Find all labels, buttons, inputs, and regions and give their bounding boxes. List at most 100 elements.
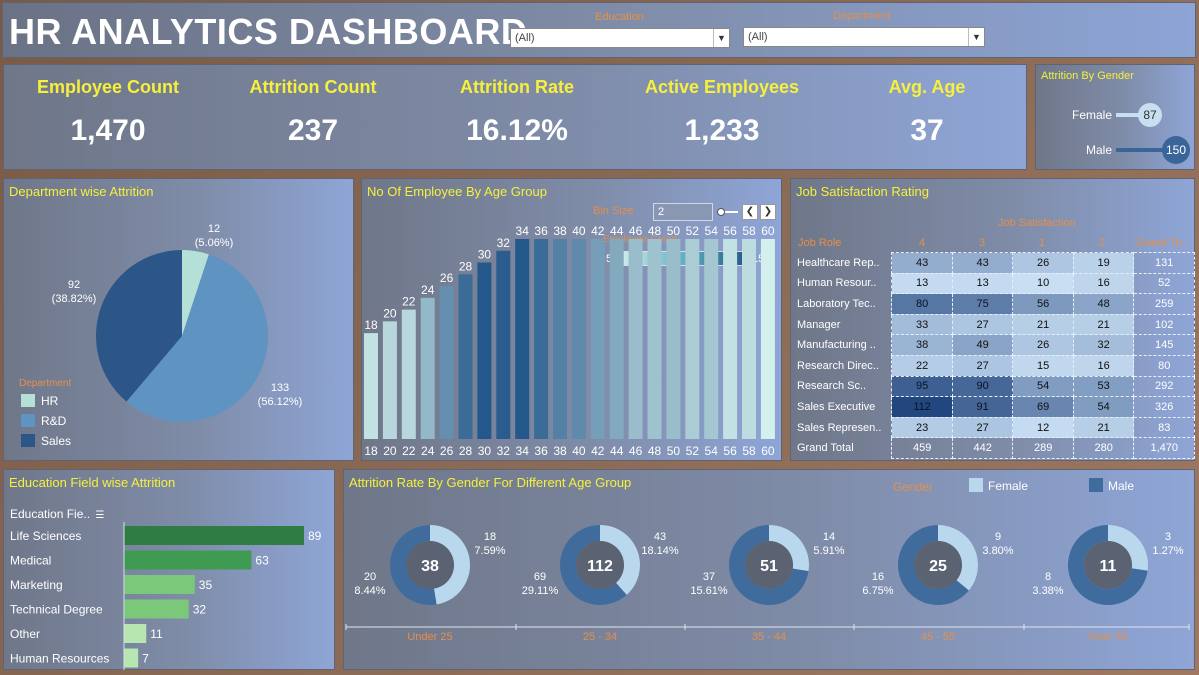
table-cell[interactable]: 33 bbox=[891, 313, 953, 336]
age-bar[interactable] bbox=[666, 239, 681, 439]
table-cell[interactable]: 38 bbox=[891, 334, 953, 356]
table-cell[interactable]: 32 bbox=[1072, 334, 1135, 356]
age-axis-tick: 38 bbox=[553, 444, 567, 458]
table-cell[interactable]: 21 bbox=[1012, 313, 1074, 336]
age-bar[interactable] bbox=[628, 239, 643, 439]
age-bar[interactable] bbox=[364, 333, 378, 439]
age-bar[interactable] bbox=[496, 250, 511, 439]
education-bar[interactable] bbox=[124, 575, 195, 594]
donut-segment-male[interactable] bbox=[729, 525, 809, 605]
education-bar[interactable] bbox=[124, 624, 147, 643]
table-cell[interactable]: 69 bbox=[1012, 396, 1074, 418]
table-cell[interactable]: 23 bbox=[891, 416, 953, 439]
age-bar[interactable] bbox=[685, 239, 700, 439]
table-cell[interactable]: 15 bbox=[1012, 354, 1074, 377]
table-cell[interactable]: 112 bbox=[891, 396, 953, 418]
kpi-label: Attrition Rate bbox=[460, 77, 574, 97]
table-cell[interactable]: 54 bbox=[1012, 375, 1074, 398]
donut-segment-male[interactable] bbox=[560, 525, 627, 605]
table-cell[interactable]: 43 bbox=[891, 252, 953, 274]
age-bar[interactable] bbox=[647, 239, 662, 439]
age-bar[interactable] bbox=[609, 239, 624, 439]
pie-slice-sales[interactable] bbox=[96, 249, 182, 402]
age-bar[interactable] bbox=[571, 239, 586, 439]
bin-size-input[interactable]: 2 bbox=[653, 203, 713, 221]
pie-label-hr-pct: (5.06%) bbox=[195, 237, 234, 249]
age-bar[interactable] bbox=[458, 274, 473, 439]
age-bar[interactable] bbox=[401, 309, 416, 439]
table-cell[interactable]: 16 bbox=[1072, 272, 1135, 295]
age-bar[interactable] bbox=[704, 239, 719, 439]
chevron-down-icon[interactable]: ▼ bbox=[713, 29, 729, 47]
age-bar[interactable] bbox=[420, 297, 435, 439]
chevron-left-icon[interactable]: ❮ bbox=[742, 204, 758, 220]
donut-segment-female[interactable] bbox=[769, 525, 809, 572]
donut-segment-female[interactable] bbox=[600, 525, 640, 595]
gender-attrition-chart: Female 87 Male 150 bbox=[1072, 103, 1190, 164]
table-cell[interactable]: 26 bbox=[1012, 252, 1074, 274]
age-bar[interactable] bbox=[723, 239, 738, 439]
age-bar[interactable] bbox=[515, 239, 530, 439]
age-bar[interactable] bbox=[382, 321, 397, 439]
age-bar[interactable] bbox=[760, 239, 775, 439]
table-cell[interactable]: 16 bbox=[1072, 354, 1135, 377]
sort-icon[interactable]: ☰ bbox=[95, 510, 105, 521]
table-cell[interactable]: 80 bbox=[891, 293, 953, 315]
table-cell[interactable]: 21 bbox=[1072, 313, 1135, 336]
table-cell[interactable]: 13 bbox=[891, 272, 953, 295]
table-cell[interactable]: 10 bbox=[1012, 272, 1074, 295]
table-cell[interactable]: 27 bbox=[951, 313, 1014, 336]
education-bar[interactable] bbox=[124, 550, 252, 570]
age-bar[interactable] bbox=[553, 239, 567, 439]
table-cell[interactable]: 90 bbox=[951, 375, 1014, 398]
table-cell[interactable]: 13 bbox=[951, 272, 1014, 295]
donut-segment-female[interactable] bbox=[430, 525, 470, 605]
table-cell[interactable]: 43 bbox=[951, 252, 1014, 274]
table-cell[interactable]: 95 bbox=[891, 375, 953, 398]
table-cell[interactable]: 53 bbox=[1072, 375, 1135, 398]
table-cell[interactable]: 27 bbox=[951, 416, 1014, 439]
age-axis-tick: 32 bbox=[497, 444, 511, 458]
chevron-down-icon[interactable]: ▼ bbox=[968, 28, 984, 46]
chevron-right-icon[interactable]: ❯ bbox=[760, 204, 776, 220]
table-cell[interactable]: 27 bbox=[951, 354, 1014, 377]
table-cell[interactable]: 54 bbox=[1072, 396, 1135, 418]
age-bar[interactable] bbox=[477, 262, 492, 439]
bin-size-slider[interactable] bbox=[718, 211, 738, 213]
table-cell[interactable]: 19 bbox=[1072, 252, 1135, 274]
education-bar[interactable] bbox=[124, 526, 304, 545]
age-bar[interactable] bbox=[439, 286, 454, 439]
table-cell[interactable]: 12 bbox=[1012, 416, 1074, 439]
table-cell[interactable]: 91 bbox=[951, 396, 1014, 418]
slider-handle[interactable] bbox=[717, 208, 725, 216]
pie-slice-rd[interactable] bbox=[126, 254, 269, 423]
pie-slice-hr[interactable] bbox=[182, 250, 209, 336]
donut-segment-male[interactable] bbox=[390, 525, 437, 605]
education-filter-select[interactable]: (All) ▼ bbox=[510, 28, 730, 48]
education-label: Technical Degree bbox=[10, 603, 103, 617]
donut-total: 38 bbox=[421, 558, 439, 575]
table-cell[interactable]: 21 bbox=[1072, 416, 1135, 439]
education-filter-label: Education bbox=[595, 11, 644, 23]
donut-segment-female[interactable] bbox=[938, 525, 979, 591]
department-filter-select[interactable]: (All) ▼ bbox=[743, 27, 985, 47]
donut-segment-male[interactable] bbox=[1068, 525, 1148, 605]
education-label: Other bbox=[10, 627, 40, 641]
table-cell[interactable]: 75 bbox=[951, 293, 1014, 315]
table-cell[interactable]: 49 bbox=[951, 334, 1014, 356]
age-bar[interactable] bbox=[742, 239, 756, 439]
table-cell[interactable]: 48 bbox=[1072, 293, 1135, 315]
age-bar[interactable] bbox=[534, 239, 549, 439]
age-bar[interactable] bbox=[590, 239, 605, 439]
table-cell[interactable]: 26 bbox=[1012, 334, 1074, 356]
table-cell[interactable]: 22 bbox=[891, 354, 953, 377]
legend-swatch-rd bbox=[21, 414, 35, 427]
table-cell[interactable]: 56 bbox=[1012, 293, 1074, 315]
education-bar[interactable] bbox=[124, 599, 189, 619]
gender-value-male: 150 bbox=[1166, 143, 1186, 157]
donut-total: 51 bbox=[760, 558, 778, 575]
donut-segment-male[interactable] bbox=[898, 525, 969, 605]
donut-segment-female[interactable] bbox=[1108, 525, 1148, 571]
education-bar[interactable] bbox=[124, 648, 139, 668]
donut-female-value: 18 bbox=[484, 531, 496, 543]
